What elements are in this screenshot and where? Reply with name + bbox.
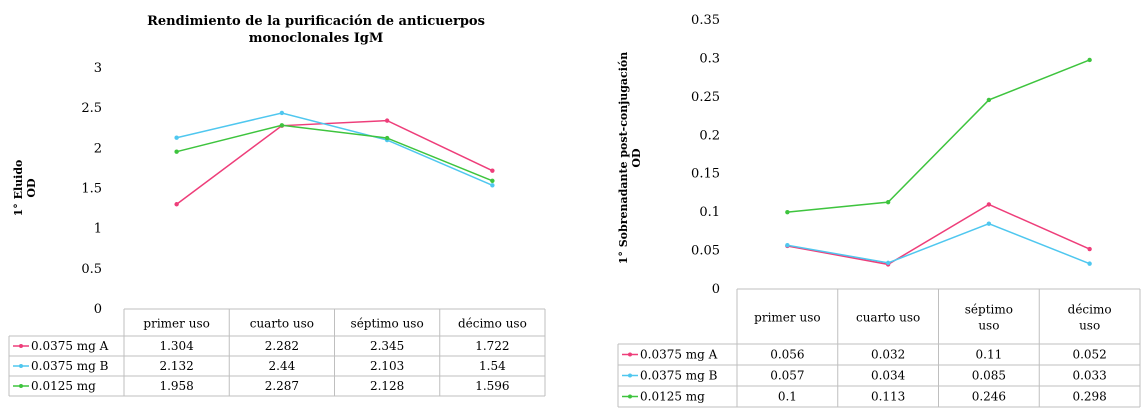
y-tick-label: 0: [712, 282, 720, 297]
data-point: [885, 260, 891, 266]
x-category-label: décimo uso: [458, 317, 527, 331]
data-table-value: 1.54: [479, 359, 506, 373]
data-table-value: 1.722: [475, 339, 509, 353]
legend-series-name: 0.0375 mg B: [31, 359, 109, 373]
data-table-value: 0.113: [871, 390, 905, 404]
y-axis-label-line: 1° Sobrenadante post-conjugación: [617, 52, 630, 265]
data-point: [279, 123, 285, 128]
chart-title-line: Rendimiento de la purificación de anticu…: [147, 14, 485, 29]
y-tick-label: 1.5: [81, 182, 102, 197]
data-table-value: 0.034: [871, 369, 906, 383]
x-category-label: séptimo: [965, 303, 1013, 317]
data-point: [174, 202, 179, 207]
data-point: [279, 110, 285, 116]
y-tick-label: 0.25: [691, 90, 720, 105]
y-tick-label: 0.2: [699, 128, 720, 143]
data-table-value: 2.44: [269, 359, 296, 373]
data-point: [986, 97, 992, 103]
data-point: [490, 178, 495, 183]
x-category-label: primer uso: [754, 311, 820, 325]
data-table-value: 1.958: [159, 379, 193, 393]
data-table-value: 0.246: [972, 390, 1006, 404]
data-table-value: 0.1: [778, 390, 797, 404]
data-point: [490, 183, 495, 188]
chart-title-line: monoclonales IgM: [249, 31, 384, 46]
data-table-value: 2.128: [370, 379, 404, 393]
x-category-label: séptimo uso: [351, 317, 424, 331]
y-tick-label: 3: [94, 61, 102, 76]
data-point: [384, 118, 390, 123]
y-tick-label: 2.5: [81, 101, 102, 116]
data-point: [384, 135, 390, 141]
data-point: [885, 199, 891, 205]
data-table-value: 2.282: [265, 339, 299, 353]
x-category-label: cuarto uso: [250, 317, 314, 331]
y-tick-label: 0.15: [691, 167, 720, 182]
y-tick-label: 0.1: [699, 205, 720, 220]
y-tick-label: 0.05: [691, 244, 720, 259]
data-point: [1087, 246, 1092, 252]
data-table-value: 0.057: [770, 369, 804, 383]
y-axis-label-line: 1° Eluido: [12, 160, 25, 217]
data-point: [490, 168, 495, 173]
y-axis-label: 1° Sobrenadante post-conjugación OD: [617, 52, 643, 265]
data-point: [785, 209, 790, 215]
data-table-value: 0.033: [1072, 369, 1106, 383]
y-tick-label: 0.35: [691, 13, 720, 28]
legend-key-marker: [19, 364, 23, 368]
data-table-value: 0.085: [972, 369, 1006, 383]
data-point: [174, 135, 179, 140]
series-line-0: [787, 203, 1090, 266]
legend-series-name: 0.0125 mg: [640, 390, 705, 404]
y-axis-label: 1° Eluido OD: [12, 160, 38, 217]
y-tick-label: 1: [94, 222, 102, 237]
x-category-label: décimo: [1068, 303, 1112, 317]
legend-key-marker: [628, 394, 632, 399]
series-line-0: [176, 119, 493, 205]
data-point: [986, 202, 992, 207]
x-category-label: uso: [1079, 319, 1100, 333]
data-point: [174, 149, 179, 154]
legend-series-name: 0.0375 mg A: [640, 348, 718, 362]
x-category-label: uso: [978, 319, 999, 333]
data-point: [986, 221, 992, 226]
data-table-value: 2.287: [265, 379, 299, 393]
legend-key-marker: [628, 352, 632, 357]
series-line-2: [176, 124, 493, 182]
y-axis-label-line: OD: [25, 178, 38, 198]
series-line-1: [176, 112, 493, 186]
series-line-2: [787, 59, 1090, 213]
legend-series-name: 0.0375 mg B: [640, 369, 718, 383]
data-point: [1087, 57, 1092, 63]
data-table-value: 0.11: [976, 348, 1003, 362]
data-table-value: 0.032: [871, 348, 905, 362]
legend-key-marker: [628, 373, 632, 378]
y-tick-label: 0: [94, 302, 102, 317]
x-category-label: cuarto uso: [856, 311, 920, 325]
legend-key-marker: [19, 384, 23, 388]
y-tick-label: 0.5: [81, 262, 102, 277]
data-table-value: 2.103: [370, 359, 404, 373]
legend-series-name: 0.0125 mg: [31, 379, 96, 393]
data-table-value: 2.345: [370, 339, 404, 353]
data-table-value: 0.298: [1072, 390, 1106, 404]
y-axis-label-line: OD: [630, 148, 643, 168]
x-category-label: primer uso: [143, 317, 209, 331]
data-point: [1087, 261, 1092, 266]
series-line-1: [787, 222, 1090, 265]
y-tick-label: 0.3: [699, 51, 720, 66]
y-tick-label: 2: [94, 141, 102, 156]
data-table-value: 1.596: [475, 379, 509, 393]
data-table-value: 0.056: [770, 348, 804, 362]
legend-series-name: 0.0375 mg A: [31, 339, 109, 353]
data-table-value: 0.052: [1072, 348, 1106, 362]
data-table-value: 2.132: [159, 359, 193, 373]
legend-key-marker: [19, 344, 23, 348]
data-point: [785, 242, 790, 248]
data-table-value: 1.304: [159, 339, 194, 353]
